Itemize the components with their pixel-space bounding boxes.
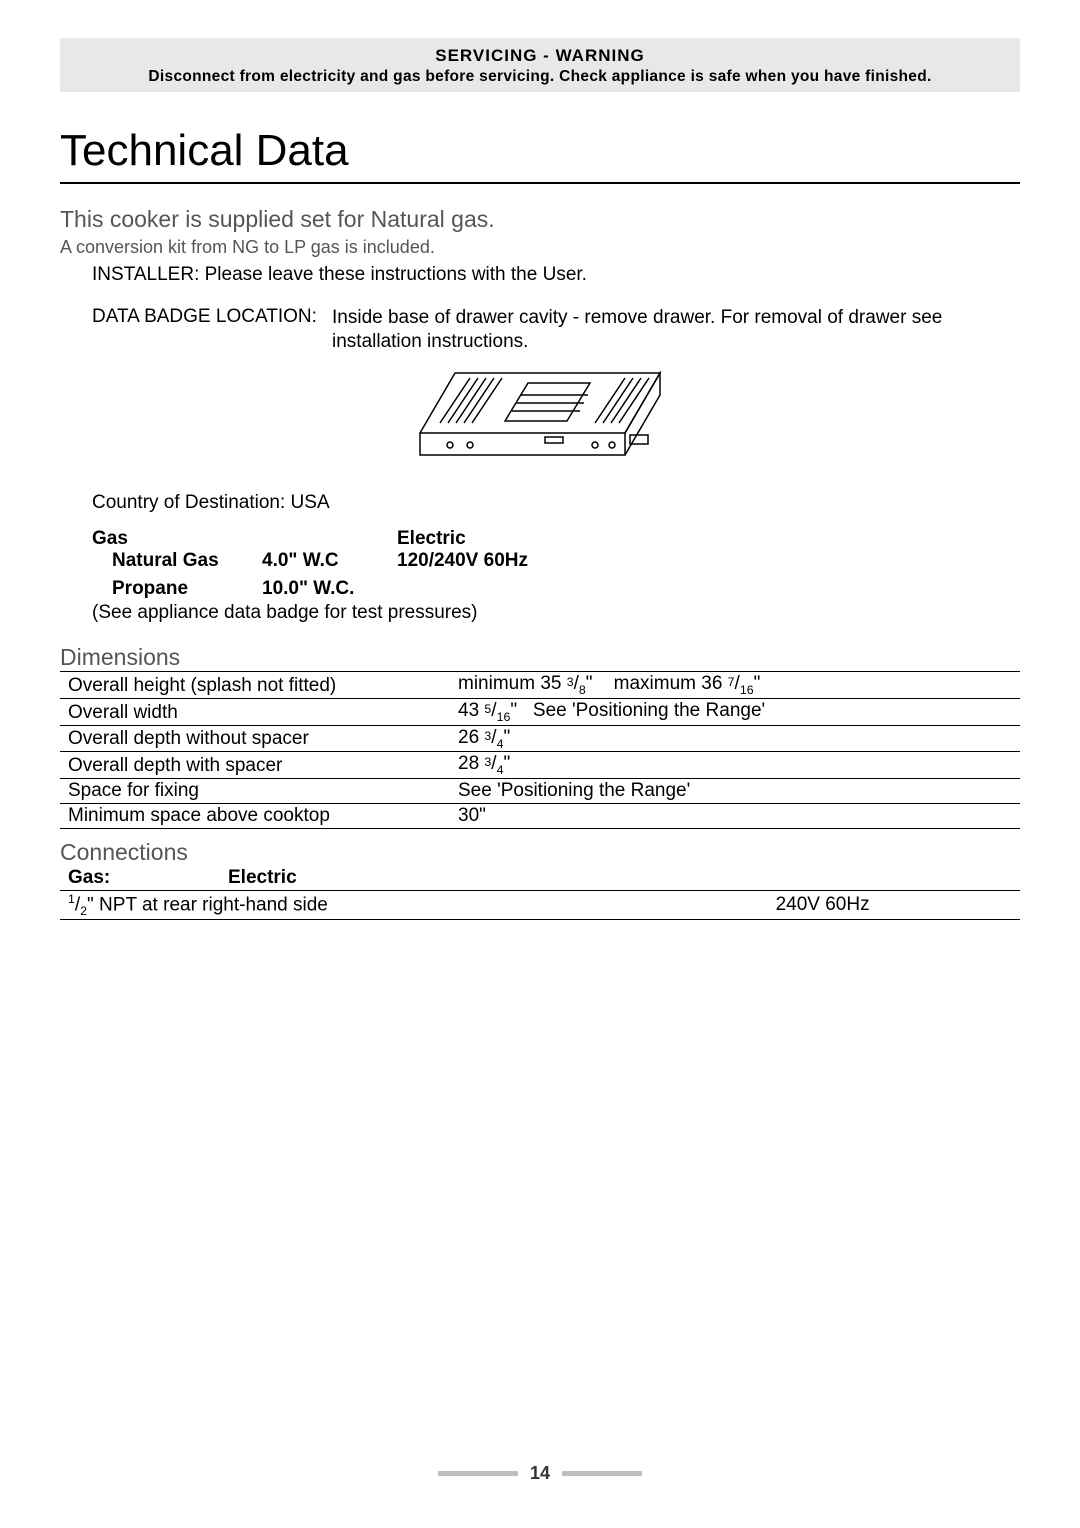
propane-label: Propane <box>112 578 262 600</box>
natural-gas-label: Natural Gas <box>112 550 262 572</box>
page-number-footer: 14 <box>0 1463 1080 1484</box>
dimension-label: Overall width <box>60 698 450 725</box>
dimension-label: Overall height (splash not fitted) <box>60 672 450 699</box>
installer-note: INSTALLER: Please leave these instructio… <box>92 262 1020 288</box>
data-badge-label: DATA BADGE LOCATION: <box>92 306 332 355</box>
dimensions-table: Overall height (splash not fitted)minimu… <box>60 671 1020 829</box>
test-pressures-note: (See appliance data badge for test press… <box>92 602 1020 624</box>
natural-gas-value: 4.0" W.C <box>262 550 339 572</box>
gas-electric-block: Gas Natural Gas 4.0" W.C Propane 10.0" W… <box>92 528 1020 600</box>
dimension-label: Overall depth without spacer <box>60 725 450 752</box>
propane-value: 10.0" W.C. <box>262 578 354 600</box>
dimension-value: 26 3/4" <box>450 725 1020 752</box>
dimension-value: 30" <box>450 804 1020 829</box>
dimension-value: See 'Positioning the Range' <box>450 779 1020 804</box>
electric-value: 120/240V 60Hz <box>397 550 697 572</box>
page-number: 14 <box>530 1463 550 1484</box>
dimension-value: 28 3/4" <box>450 752 1020 779</box>
dimension-label: Minimum space above cooktop <box>60 804 450 829</box>
footer-bar-right <box>562 1471 642 1476</box>
data-badge-value: Inside base of drawer cavity - remove dr… <box>332 306 1020 355</box>
gas-header: Gas <box>92 528 397 550</box>
electric-header: Electric <box>397 528 697 550</box>
dimension-value: 43 5/16" See 'Positioning the Range' <box>450 698 1020 725</box>
warning-text: Disconnect from electricity and gas befo… <box>66 68 1014 86</box>
connections-electric-value: 240V 60Hz <box>768 891 1020 920</box>
subtitle: This cooker is supplied set for Natural … <box>60 206 1020 233</box>
country-of-destination: Country of Destination: USA <box>92 492 1020 514</box>
dimension-label: Overall depth with spacer <box>60 752 450 779</box>
dimension-value: minimum 35 3/8" maximum 36 7/16" <box>450 672 1020 699</box>
warning-title: SERVICING - WARNING <box>66 46 1014 66</box>
footer-bar-left <box>438 1471 518 1476</box>
page-title: Technical Data <box>60 126 1020 176</box>
connections-table: Gas: Electric 1/2" NPT at rear right-han… <box>60 866 1020 920</box>
title-rule <box>60 182 1020 184</box>
connections-electric-header: Electric <box>220 866 768 891</box>
connections-gas-value: 1/2" NPT at rear right-hand side <box>60 891 768 920</box>
dimensions-heading: Dimensions <box>60 644 1020 671</box>
dimension-label: Space for fixing <box>60 779 450 804</box>
warning-banner: SERVICING - WARNING Disconnect from elec… <box>60 38 1020 92</box>
connections-gas-header: Gas: <box>60 866 220 891</box>
connections-heading: Connections <box>60 839 1020 866</box>
cooktop-diagram <box>60 363 1020 478</box>
conversion-kit-text: A conversion kit from NG to LP gas is in… <box>60 237 1020 258</box>
